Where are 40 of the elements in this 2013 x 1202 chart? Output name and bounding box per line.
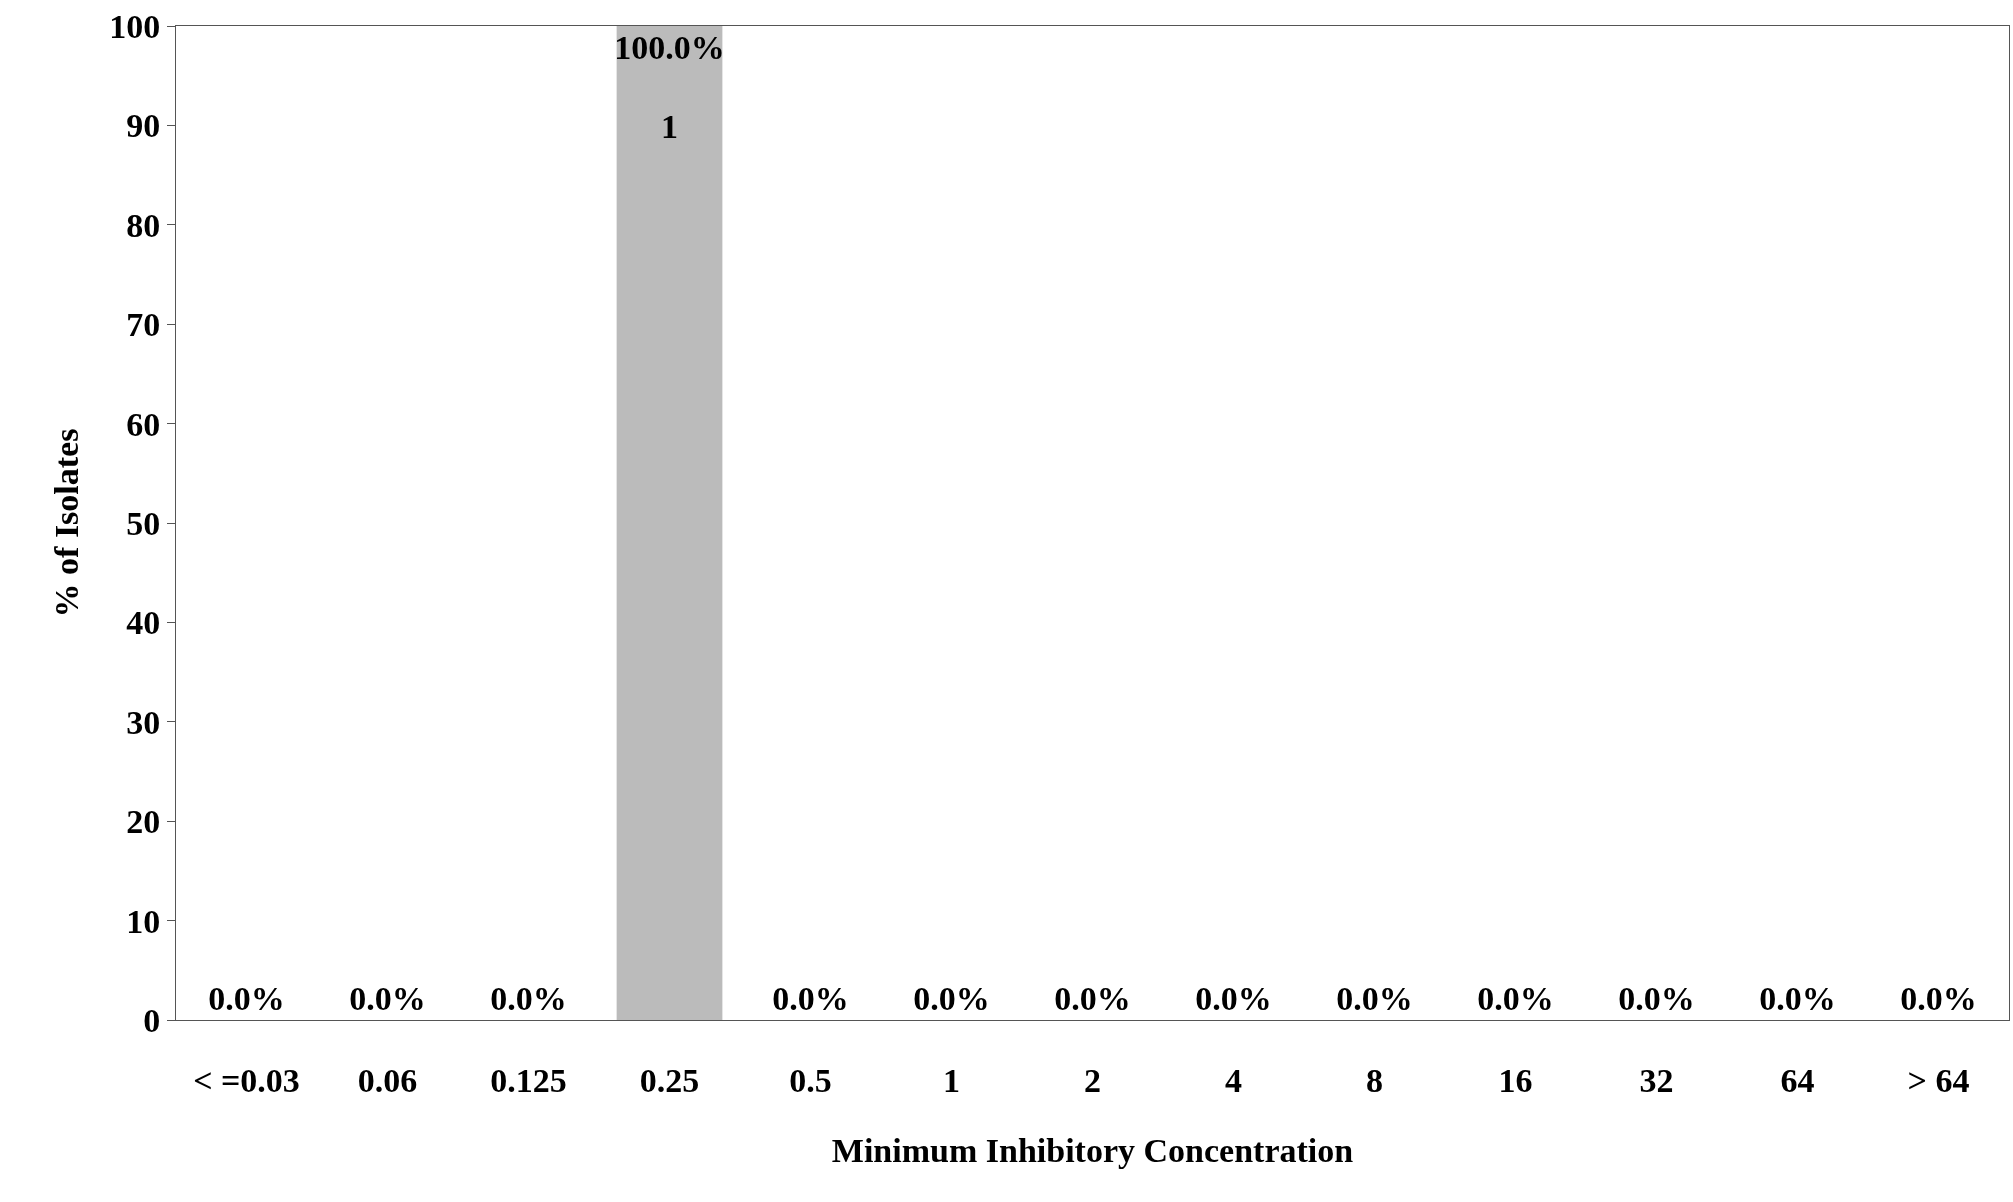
y-tick-label: 100: [109, 7, 161, 45]
y-tick-label: 10: [126, 902, 161, 940]
y-tick-label: 60: [126, 405, 161, 443]
x-tick-label: 16: [1498, 1061, 1533, 1099]
x-axis-title: Minimum Inhibitory Concentration: [831, 1132, 1354, 1170]
y-tick-label: 30: [126, 703, 161, 741]
x-tick-label: > 64: [1907, 1061, 1970, 1099]
y-tick-label: 40: [126, 604, 161, 642]
data-label: 100.0%: [614, 29, 725, 66]
data-label: 0.0%: [349, 980, 426, 1017]
x-tick-label: 0.06: [357, 1061, 418, 1099]
data-label: 0.0%: [1477, 980, 1554, 1017]
data-label: 0.0%: [913, 980, 990, 1017]
x-tick-label: 0.25: [639, 1061, 700, 1099]
y-tick-label: 50: [126, 504, 161, 542]
y-tick-label: 70: [126, 306, 161, 344]
data-label: 0.0%: [1759, 980, 1836, 1017]
data-label: 0.0%: [1336, 980, 1413, 1017]
data-label: 0.0%: [490, 980, 567, 1017]
x-tick-label: < =0.03: [193, 1061, 300, 1099]
data-label: 0.0%: [1195, 980, 1272, 1017]
y-tick-label: 20: [126, 803, 161, 841]
y-tick-label: 80: [126, 206, 161, 244]
annotation: 1: [661, 108, 678, 145]
y-tick-label: 0: [143, 1001, 161, 1039]
data-label: 0.0%: [1618, 980, 1695, 1017]
x-tick-label: 8: [1366, 1061, 1383, 1099]
x-tick-label: 64: [1780, 1061, 1815, 1099]
data-label: 0.0%: [208, 980, 285, 1017]
x-tick-label: 0.125: [490, 1061, 567, 1099]
y-tick-label: 90: [126, 107, 161, 145]
x-tick-label: 2: [1084, 1061, 1101, 1099]
x-tick-label: 1: [943, 1061, 960, 1099]
data-label: 0.0%: [1900, 980, 1977, 1017]
x-tick-label: 32: [1639, 1061, 1674, 1099]
data-label: 0.0%: [772, 980, 849, 1017]
data-label: 0.0%: [1054, 980, 1131, 1017]
x-tick-label: 0.5: [789, 1061, 832, 1099]
y-axis-title: % of Isolates: [47, 428, 85, 618]
x-tick-label: 4: [1225, 1061, 1242, 1099]
